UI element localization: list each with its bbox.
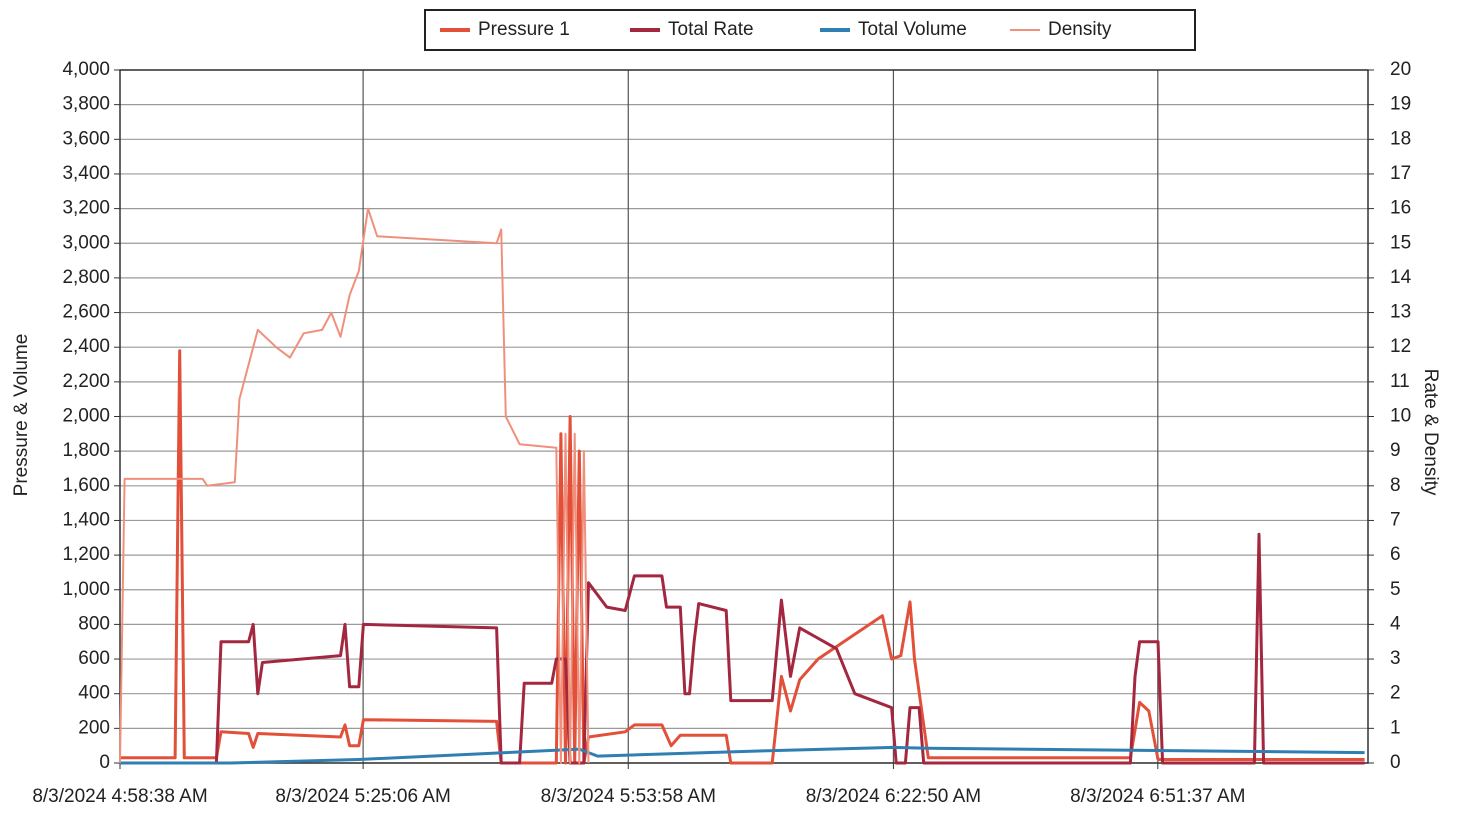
y-tick-label: 2,000 [62, 406, 110, 427]
y2-tick-label: 1 [1390, 717, 1401, 738]
y2-tick-label: 4 [1390, 613, 1401, 634]
y2-tick-label: 12 [1390, 336, 1411, 357]
y-tick-label: 2,600 [62, 302, 110, 323]
y-tick-label: 1,000 [62, 579, 110, 600]
y2-tick-label: 16 [1390, 198, 1411, 219]
x-tick-label: 8/3/2024 5:53:58 AM [541, 786, 716, 807]
y-tick-label: 3,200 [62, 198, 110, 219]
y2-tick-label: 14 [1390, 267, 1412, 288]
legend-label: Total Volume [858, 19, 967, 40]
legend-label: Density [1048, 19, 1112, 40]
y2-tick-label: 0 [1390, 752, 1401, 773]
series-line [119, 207, 590, 764]
legend-label: Pressure 1 [478, 19, 570, 40]
y2-tick-label: 8 [1390, 475, 1401, 496]
y-tick-label: 2,200 [62, 371, 110, 392]
y-tick-label: 4,000 [62, 59, 110, 80]
y2-axis-label: Rate & Density [1420, 369, 1441, 496]
y2-tick-label: 15 [1390, 232, 1411, 253]
y-tick-label: 1,600 [62, 475, 110, 496]
legend-label: Total Rate [668, 19, 754, 40]
legend-box [424, 9, 1196, 51]
y2-tick-label: 20 [1390, 59, 1411, 80]
x-tick-label: 8/3/2024 6:51:37 AM [1070, 786, 1245, 807]
y2-tick-label: 11 [1390, 371, 1410, 392]
y-tick-label: 3,800 [62, 94, 110, 115]
y-axis-label: Pressure & Volume [11, 334, 32, 497]
y2-tick-label: 7 [1390, 509, 1401, 530]
y-tick-label: 2,800 [62, 267, 110, 288]
y-tick-label: 2,400 [62, 336, 110, 357]
y2-tick-label: 3 [1390, 648, 1401, 669]
y-tick-label: 3,600 [62, 128, 110, 149]
y-tick-label: 0 [99, 752, 110, 773]
y2-tick-label: 19 [1390, 94, 1411, 115]
y2-tick-label: 17 [1390, 163, 1411, 184]
y2-tick-label: 2 [1390, 683, 1401, 704]
y2-tick-label: 6 [1390, 544, 1401, 565]
y-tick-label: 800 [78, 613, 110, 634]
x-tick-label: 8/3/2024 5:25:06 AM [275, 786, 450, 807]
y2-tick-label: 10 [1390, 406, 1411, 427]
y-tick-label: 3,400 [62, 163, 110, 184]
series-line [120, 532, 1365, 765]
y-tick-label: 600 [78, 648, 110, 669]
y-tick-label: 1,200 [62, 544, 110, 565]
y2-tick-label: 9 [1390, 440, 1401, 461]
y2-tick-label: 18 [1390, 128, 1411, 149]
y-tick-label: 400 [78, 683, 110, 704]
y-tick-label: 1,800 [62, 440, 110, 461]
y-tick-label: 1,400 [62, 509, 110, 530]
y2-tick-label: 5 [1390, 579, 1401, 600]
y-tick-label: 200 [78, 717, 110, 738]
y-tick-label: 3,000 [62, 232, 110, 253]
y2-tick-label: 13 [1390, 302, 1411, 323]
x-tick-label: 8/3/2024 4:58:38 AM [32, 786, 207, 807]
x-tick-label: 8/3/2024 6:22:50 AM [806, 786, 981, 807]
